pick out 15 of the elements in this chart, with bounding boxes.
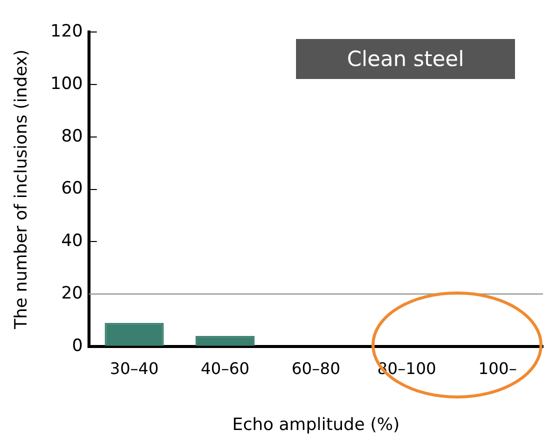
x-tick-label: 30–40 bbox=[110, 359, 159, 378]
label-box: Clean steel bbox=[296, 39, 515, 79]
x-tick-label: 60–80 bbox=[292, 359, 340, 378]
y-axis-title: The number of inclusions (index) bbox=[12, 49, 32, 330]
y-tick-label: 0 bbox=[72, 336, 83, 356]
y-tick-label: 100 bbox=[50, 74, 83, 94]
x-tick-label: 100– bbox=[478, 359, 517, 378]
x-axis-title: Echo amplitude (%) bbox=[232, 415, 400, 436]
y-tick-label: 20 bbox=[61, 283, 83, 304]
y-tick-label: 40 bbox=[61, 231, 83, 252]
x-tick-label: 40–60 bbox=[200, 359, 250, 378]
annotation: Clean steel bbox=[346, 47, 464, 71]
y-tick-label: 120 bbox=[50, 22, 83, 42]
y-tick-label: 80 bbox=[61, 126, 83, 146]
y-tick-label: 60 bbox=[61, 178, 83, 199]
